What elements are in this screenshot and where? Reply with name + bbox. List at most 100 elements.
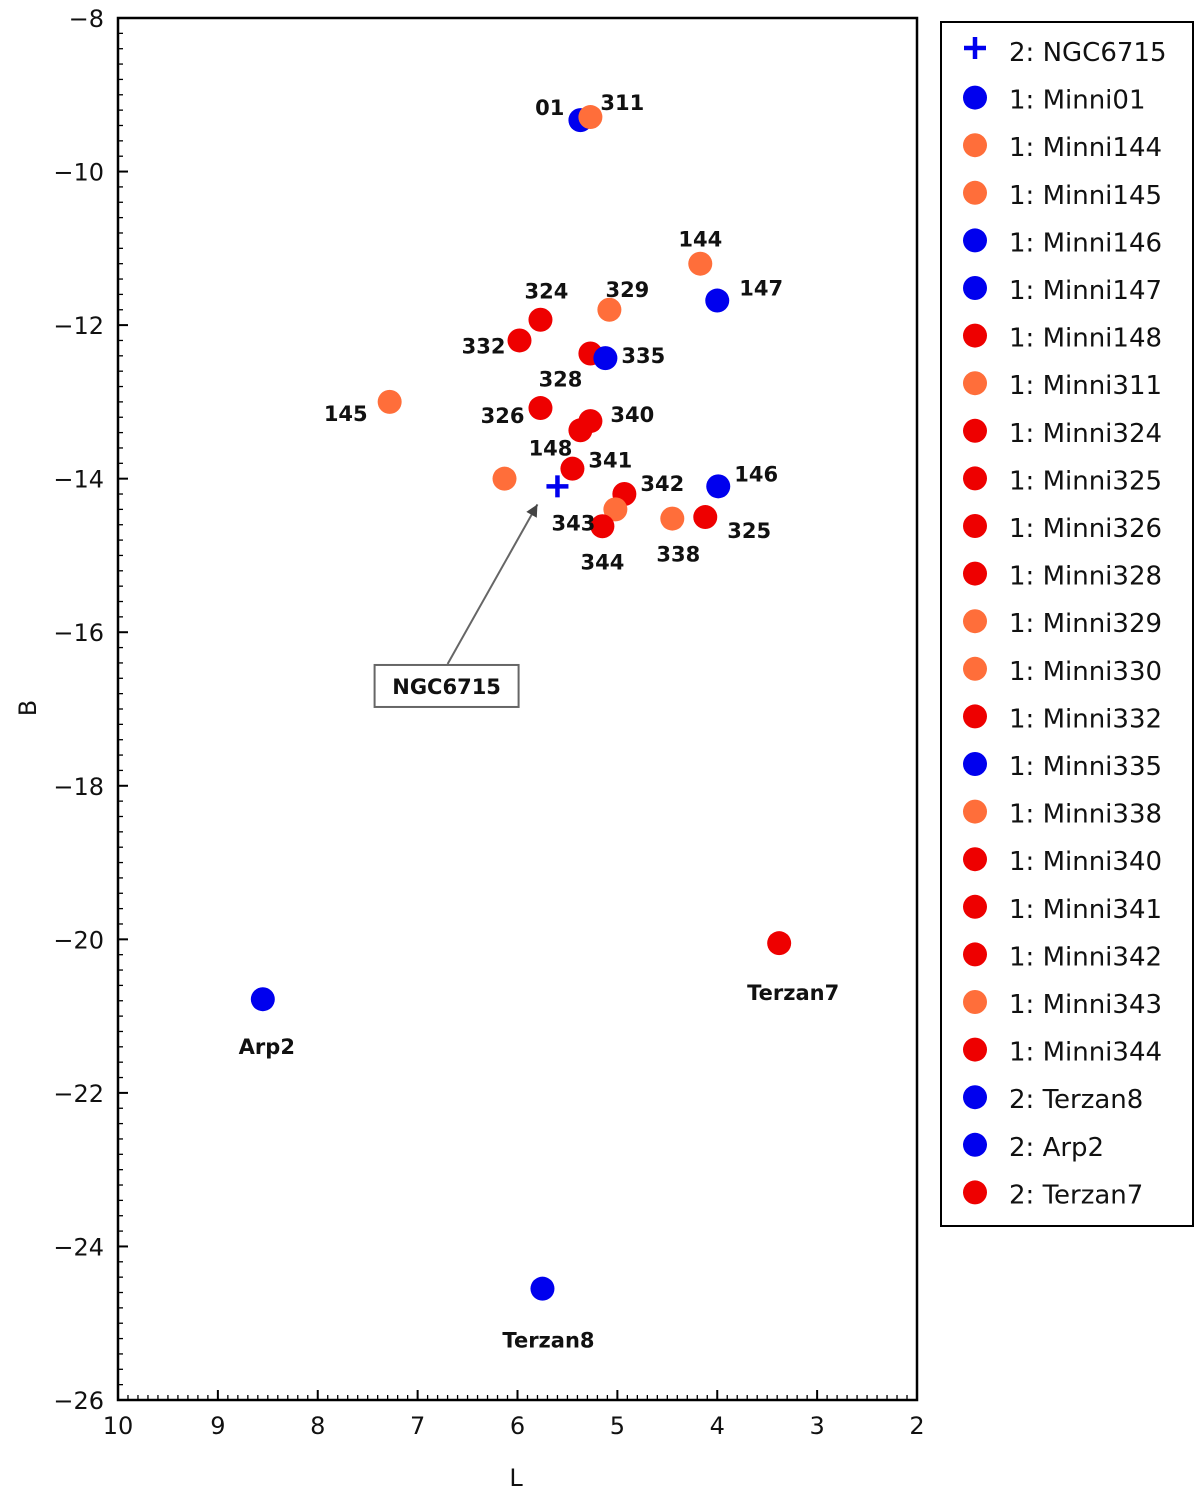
plot-area-frame bbox=[116, 16, 919, 1402]
y-tick-label: −18 bbox=[53, 773, 104, 801]
point-arp2 bbox=[250, 987, 275, 1012]
legend-circle-icon bbox=[963, 85, 987, 110]
annotation-label: NGC6715 bbox=[392, 675, 501, 699]
legend-entry: 2: NGC6715 bbox=[1009, 38, 1167, 68]
y-axis-title: B bbox=[14, 700, 42, 716]
legend-entry: 1: Minni146 bbox=[1009, 228, 1162, 258]
legend-entry: 1: Minni341 bbox=[1009, 895, 1162, 925]
legend-entry: 1: Minni144 bbox=[1009, 133, 1162, 163]
legend-circle-icon bbox=[963, 704, 987, 729]
legend-circle-icon bbox=[963, 656, 987, 681]
point-minni344 bbox=[590, 514, 615, 539]
y-tick-label: −26 bbox=[53, 1387, 104, 1415]
point-labels: 01 311 144 147 324 329 332 335 328 145 326 340 148 34… bbox=[239, 91, 840, 1353]
x-tick-label: 6 bbox=[510, 1412, 525, 1440]
legend-circle-icon bbox=[963, 1180, 987, 1205]
axis-ticks bbox=[117, 17, 918, 1401]
annotations: NGC6715 bbox=[373, 503, 539, 708]
legend-circle-icon bbox=[963, 466, 987, 491]
legend-circle-icon bbox=[963, 371, 987, 396]
legend-entry: 2: Terzan7 bbox=[1009, 1180, 1143, 1210]
y-tick-label: −22 bbox=[53, 1080, 104, 1108]
y-tick-label: −8 bbox=[69, 5, 104, 33]
point-label: 325 bbox=[727, 519, 771, 543]
point-label: 342 bbox=[640, 472, 684, 496]
y-tick-label: −12 bbox=[53, 312, 104, 340]
legend-entry: 1: Minni326 bbox=[1009, 514, 1162, 544]
legend-circle-icon bbox=[963, 609, 987, 634]
legend-circle-icon bbox=[963, 228, 987, 253]
legend-entry: 1: Minni329 bbox=[1009, 609, 1162, 639]
point-label: 328 bbox=[539, 368, 583, 392]
point-minni330 bbox=[492, 466, 517, 491]
y-tick-label: −24 bbox=[53, 1233, 104, 1261]
x-tick-label: 4 bbox=[710, 1412, 725, 1440]
x-tick-label: 7 bbox=[410, 1412, 425, 1440]
legend-circle-icon bbox=[963, 133, 987, 158]
legend-entry: 1: Minni335 bbox=[1009, 752, 1162, 782]
point-minni146 bbox=[706, 474, 731, 499]
point-label: 340 bbox=[610, 403, 654, 427]
point-label: 324 bbox=[525, 280, 569, 304]
legend-circle-icon bbox=[963, 990, 987, 1014]
point-label: 147 bbox=[739, 277, 783, 301]
legend-entry: 1: Minni344 bbox=[1009, 1038, 1162, 1068]
x-tick-label: 9 bbox=[210, 1412, 225, 1440]
point-terzan8 bbox=[530, 1276, 555, 1301]
y-tick-label: −16 bbox=[53, 619, 104, 647]
point-label: 341 bbox=[588, 449, 632, 473]
legend-entry: 1: Minni311 bbox=[1009, 371, 1162, 401]
legend-circle-icon bbox=[963, 418, 987, 443]
legend-circle-icon bbox=[963, 847, 987, 872]
data-points bbox=[250, 105, 792, 1301]
point-label: 344 bbox=[580, 550, 624, 574]
legend-circle-icon bbox=[963, 1037, 987, 1062]
legend-entry: 1: Minni325 bbox=[1009, 466, 1162, 496]
annotation-box bbox=[373, 663, 520, 708]
point-label: 144 bbox=[678, 228, 722, 252]
legend-circle-icon bbox=[963, 799, 987, 824]
legend-circle-icon bbox=[963, 1132, 987, 1157]
legend-entry: 1: Minni343 bbox=[1009, 990, 1162, 1020]
point-minni147 bbox=[705, 288, 730, 313]
x-tick-label: 5 bbox=[610, 1412, 625, 1440]
legend-entry: 2: Arp2 bbox=[1009, 1133, 1104, 1163]
legend-circle-icon bbox=[963, 1085, 987, 1110]
point-label: 311 bbox=[600, 91, 644, 115]
y-tick-label: −10 bbox=[53, 159, 104, 187]
point-label: Terzan7 bbox=[747, 981, 839, 1005]
point-label: 326 bbox=[481, 404, 525, 428]
point-label: Arp2 bbox=[239, 1035, 295, 1059]
point-label: 338 bbox=[656, 543, 700, 567]
legend-circle-icon bbox=[963, 942, 987, 967]
y-tick-label: −14 bbox=[53, 466, 104, 494]
legend-circle-icon bbox=[963, 894, 987, 919]
annotation-arrow-line bbox=[446, 503, 539, 665]
plot-frame: 10 9 8 7 6 5 4 3 2 −8 −10 −12 −14 −16 −18 −20 −22 −24 −26 bbox=[53, 5, 924, 1440]
point-minni144 bbox=[688, 251, 713, 276]
legend-circle-icon bbox=[963, 561, 987, 586]
legend-entry: 1: Minni01 bbox=[1009, 86, 1146, 116]
point-minni145 bbox=[377, 389, 402, 414]
point-label: 146 bbox=[734, 462, 778, 486]
legend-circle-icon bbox=[963, 514, 987, 538]
point-label: Terzan8 bbox=[502, 1329, 594, 1353]
legend-cross-icon bbox=[964, 37, 986, 59]
point-label: 329 bbox=[605, 278, 649, 302]
point-minni332 bbox=[507, 328, 532, 353]
legend-entry: 1: Minni145 bbox=[1009, 181, 1162, 211]
x-tick-label: 3 bbox=[809, 1412, 824, 1440]
point-minni340 bbox=[578, 409, 603, 434]
x-tick-label: 8 bbox=[310, 1412, 325, 1440]
point-minni311 bbox=[578, 105, 603, 130]
legend-entry: 1: Minni324 bbox=[1009, 419, 1162, 449]
legend-entry: 1: Minni338 bbox=[1009, 800, 1162, 830]
point-ngc6715 bbox=[546, 475, 569, 498]
point-minni335 bbox=[593, 346, 618, 371]
x-axis-title: L bbox=[509, 1464, 523, 1492]
legend-entry: 2: Terzan8 bbox=[1009, 1085, 1143, 1115]
point-minni325 bbox=[693, 505, 718, 530]
point-minni343 bbox=[603, 497, 628, 522]
point-minni326 bbox=[528, 396, 553, 421]
